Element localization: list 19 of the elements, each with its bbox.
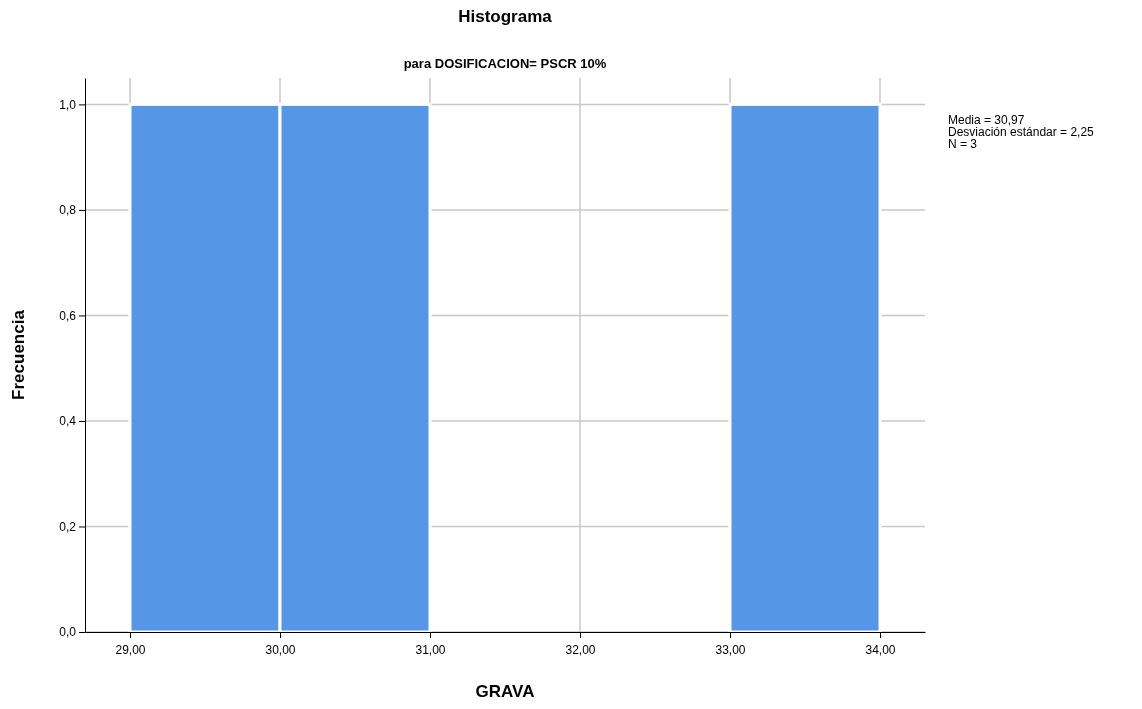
x-tick-label: 31,00	[415, 643, 446, 658]
text: Desviación estándar = 2,25	[948, 125, 1095, 139]
text: Media = 30,97	[948, 113, 1025, 127]
chart-title: Histograma	[458, 7, 553, 26]
chart-subtitle: para DOSIFICACION= PSCR 10%	[403, 56, 607, 71]
y-tick-label: 0,4	[59, 414, 77, 429]
y-axis-title: Frecuencia	[9, 309, 28, 400]
y-tick-label: 0,8	[59, 203, 77, 218]
y-tick-label: 0,2	[59, 519, 77, 534]
x-tick-label: 34,00	[865, 643, 896, 658]
text: N = 3	[948, 137, 978, 151]
x-tick-label: 29,00	[115, 643, 146, 658]
x-tick-label: 33,00	[715, 643, 746, 658]
x-axis-title: GRAVA	[475, 682, 535, 701]
y-tick-label: 0,6	[59, 308, 77, 323]
y-tick-label: 0,0	[59, 625, 77, 640]
y-tick-label: 1,0	[59, 97, 77, 112]
x-tick-label: 30,00	[265, 643, 296, 658]
x-tick-label: 32,00	[565, 643, 596, 658]
